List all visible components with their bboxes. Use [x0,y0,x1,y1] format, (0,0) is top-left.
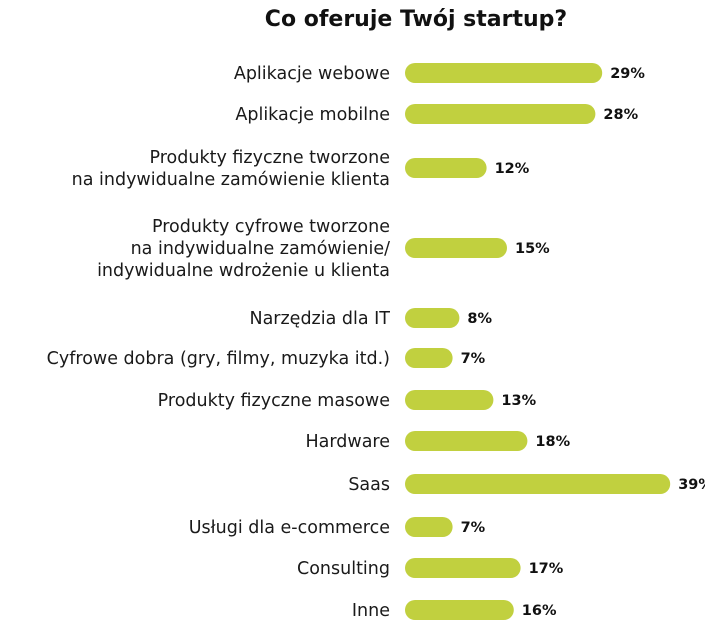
chart-title: Co oferuje Twój startup? [265,7,567,32]
value-label: 12% [495,161,530,177]
category-label: Saas [348,475,390,495]
bar [405,104,596,124]
category-label: Produkty cyfrowe tworzone na indywidualne… [97,217,390,281]
category-label: Inne [352,601,390,621]
category-label-line: Aplikacje webowe [234,64,390,84]
category-label-line: Saas [348,475,390,495]
category-label-line: Produkty cyfrowe tworzone [152,217,390,237]
category-label-line: Consulting [297,559,390,579]
category-label: Consulting [297,559,390,579]
value-labels-group: 29% 28% 12% 15% 8% 7% 13% 18% 39% 7% 17% 16% [461,66,705,619]
category-label-line: Produkty fizyczne tworzone [150,148,391,168]
category-label-line: Usługi dla e-commerce [189,518,390,538]
bar [405,600,514,620]
bars-group [405,63,671,620]
bar [405,517,453,537]
value-label: 7% [461,520,486,536]
category-label-line: na indywidualne zamówienie/ [131,239,391,259]
bar [405,348,453,368]
value-label: 18% [535,434,570,450]
value-label: 15% [515,241,550,257]
value-label: 39% [678,477,705,493]
value-label: 16% [522,603,557,619]
category-label-line: Narzędzia dla IT [249,309,390,329]
value-label: 13% [501,393,536,409]
category-label-line: Hardware [306,432,391,452]
category-label: Cyfrowe dobra (gry, filmy, muzyka itd.) [47,349,390,369]
category-label: Produkty fizyczne masowe [158,391,390,411]
category-label-line: Aplikacje mobilne [235,105,390,125]
bar [405,158,487,178]
bar [405,63,603,83]
value-label: 8% [467,311,492,327]
category-label: Aplikacje webowe [234,64,390,84]
category-label-line: Produkty fizyczne masowe [158,391,390,411]
bar [405,390,494,410]
bar [405,431,528,451]
category-label: Usługi dla e-commerce [189,518,390,538]
bar [405,308,460,328]
bar [405,238,507,258]
category-label-line: na indywidualne zamówienie klienta [72,170,390,190]
category-label-line: indywidualne wdrożenie u klienta [97,261,390,281]
category-labels-group: Aplikacje webowe Aplikacje mobilne Produkt… [47,64,391,621]
bar [405,474,671,494]
category-label: Narzędzia dla IT [249,309,390,329]
value-label: 29% [610,66,645,82]
category-label-line: Inne [352,601,390,621]
category-label-line: Cyfrowe dobra (gry, filmy, muzyka itd.) [47,349,390,369]
bar [405,558,521,578]
category-label: Produkty fizyczne tworzone na indywidualn… [72,148,390,190]
category-label: Hardware [306,432,391,452]
value-label: 7% [461,351,486,367]
value-label: 17% [529,561,564,577]
value-label: 28% [603,107,638,123]
category-label: Aplikacje mobilne [235,105,390,125]
